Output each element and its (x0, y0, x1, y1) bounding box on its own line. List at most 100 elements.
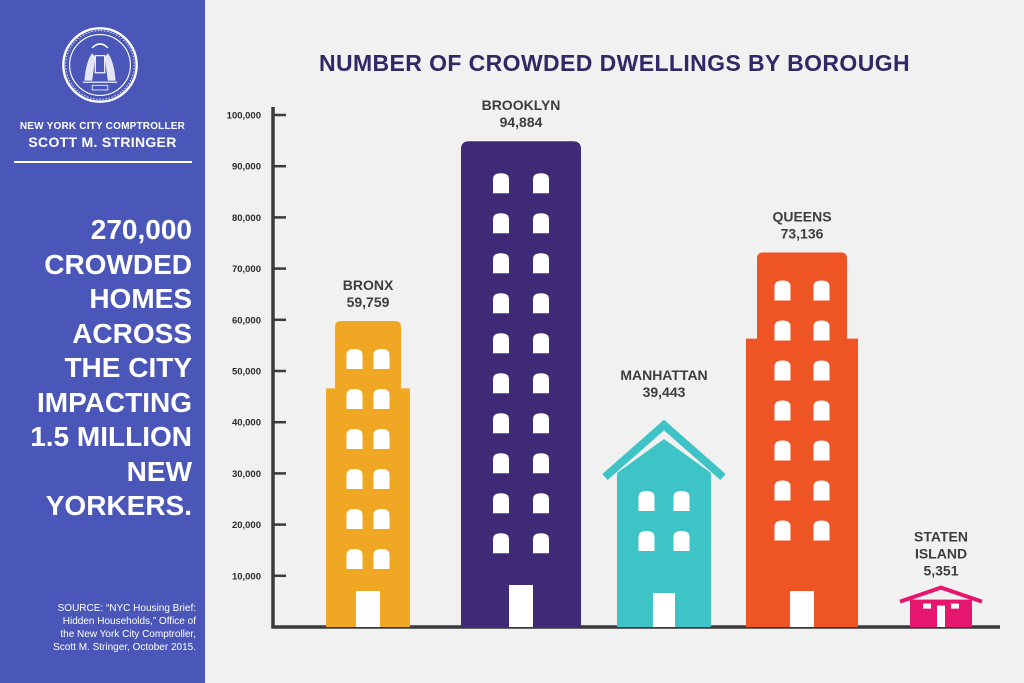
value-label: 59,759 (347, 294, 390, 310)
y-tick-label: 20,000 (232, 520, 261, 531)
window (373, 509, 390, 530)
bar-bronx (326, 321, 410, 627)
door (937, 605, 945, 627)
y-tick-label: 40,000 (232, 418, 261, 429)
sidebar-divider (14, 161, 192, 163)
bar (617, 439, 711, 627)
window (346, 389, 363, 410)
window (533, 453, 549, 474)
source-line: Hidden Households,” Office of (62, 616, 196, 627)
window (493, 253, 509, 274)
y-tick-label: 30,000 (232, 469, 261, 480)
bar-queens (746, 252, 858, 627)
chart-title: NUMBER OF CROWDED DWELLINGS BY BOROUGH (318, 50, 911, 76)
window (533, 533, 549, 554)
nyc-seal-icon (62, 27, 138, 103)
window (638, 491, 655, 512)
window (493, 533, 509, 554)
roof (899, 585, 983, 604)
bars (326, 141, 983, 628)
bar-manhattan (602, 419, 726, 627)
sidebar: NEW YORK CITY COMPTROLLER SCOTT M. STRIN… (0, 0, 205, 683)
window (493, 453, 509, 474)
window (346, 429, 363, 450)
window (533, 173, 549, 194)
bar (326, 321, 410, 627)
window (813, 440, 830, 461)
window (813, 360, 830, 381)
window (774, 320, 791, 341)
bar-staten-island (899, 585, 983, 627)
window (346, 509, 363, 530)
window (493, 173, 509, 194)
door (790, 591, 814, 627)
headline: 270,000 CROWDED HOMES ACROSS THE CITY IM… (8, 213, 198, 524)
window (373, 389, 390, 410)
window (774, 480, 791, 501)
window (493, 413, 509, 434)
window (673, 491, 690, 512)
window (373, 469, 390, 490)
value-label: 5,351 (923, 563, 958, 579)
window (373, 549, 390, 570)
window (813, 280, 830, 301)
y-tick-label: 100,000 (227, 111, 261, 122)
window (813, 320, 830, 341)
value-label: 73,136 (781, 226, 824, 242)
window (346, 469, 363, 490)
headline-line: 1.5 MILLION (30, 421, 192, 452)
y-tick-label: 50,000 (232, 367, 261, 378)
door (653, 593, 675, 627)
bar-brooklyn (461, 141, 581, 628)
chart-area: 10,000 20,000 30,000 40,000 50,000 60,000 70,0… (227, 97, 1000, 629)
window (373, 349, 390, 370)
window (638, 531, 655, 552)
roof (602, 419, 726, 481)
window (774, 520, 791, 541)
window (493, 213, 509, 234)
window (951, 603, 959, 609)
window (493, 333, 509, 354)
y-tick-label: 70,000 (232, 264, 261, 275)
category-label: MANHATTAN (620, 367, 707, 383)
y-tick-label: 60,000 (232, 315, 261, 326)
window (923, 603, 931, 609)
value-label: 94,884 (500, 114, 543, 130)
comptroller-name: SCOTT M. STRINGER (28, 134, 177, 150)
value-label: 39,443 (643, 384, 686, 400)
window (813, 520, 830, 541)
headline-line: NEW (126, 455, 192, 487)
window (533, 253, 549, 274)
window (346, 349, 363, 370)
headline-line: YORKERS. (45, 490, 192, 521)
window (373, 429, 390, 450)
window (774, 440, 791, 461)
window (346, 549, 363, 570)
y-tick-label: 10,000 (232, 571, 261, 582)
headline-line: THE CITY (64, 352, 192, 383)
source-line: SOURCE: “NYC Housing Brief: (57, 603, 196, 614)
bar (746, 252, 858, 627)
window (774, 280, 791, 301)
headline-line: ACROSS (72, 317, 192, 349)
category-label: ISLAND (915, 546, 967, 562)
window (533, 373, 549, 394)
window (533, 213, 549, 234)
comptroller-label: NEW YORK CITY COMPTROLLER (19, 121, 186, 132)
category-label: BROOKLYN (482, 97, 561, 113)
headline-line: CROWDED (44, 248, 192, 280)
category-label: BRONX (343, 277, 394, 293)
window (774, 400, 791, 421)
source-note: SOURCE: “NYC Housing Brief: Hidden House… (8, 602, 196, 654)
window (533, 333, 549, 354)
door (356, 591, 380, 627)
window (533, 293, 549, 314)
window (774, 360, 791, 381)
category-label: STATEN (914, 529, 968, 545)
source-line: the New York City Comptroller, (60, 629, 196, 640)
window (813, 400, 830, 421)
window (673, 531, 690, 552)
headline-line: HOMES (89, 283, 192, 314)
headline-line: 270,000 (90, 214, 192, 245)
